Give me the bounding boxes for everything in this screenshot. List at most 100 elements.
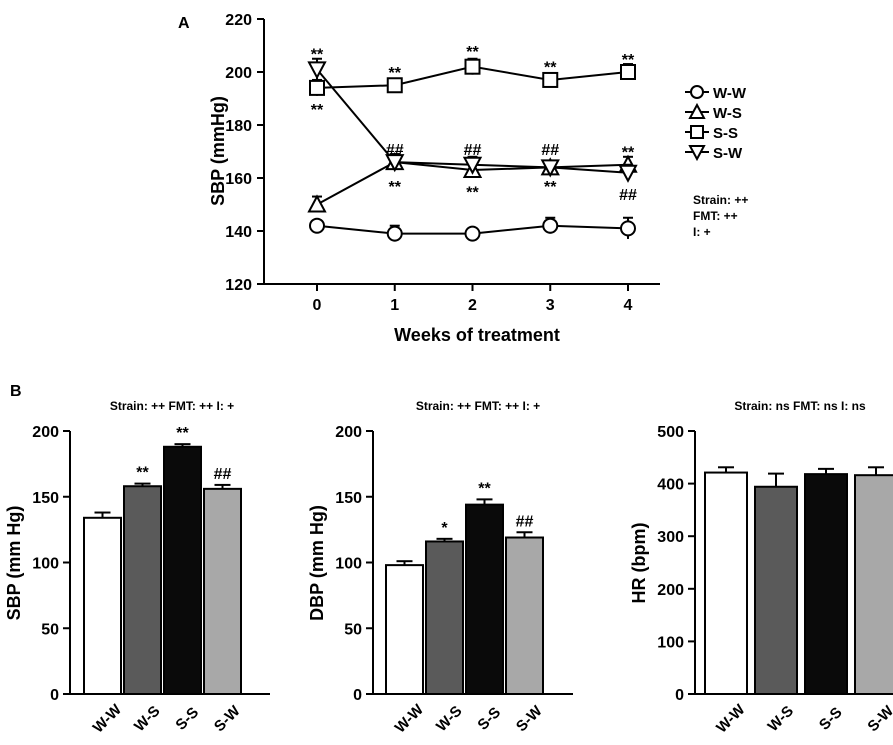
data-point <box>462 156 483 175</box>
significance-mark: ## <box>541 142 559 159</box>
bar-chart-sbp: 0 50 100 150 200 SBP (mm Hg) Strain: ++ FMT: +… <box>4 399 270 737</box>
legend-item-s-s: S-S <box>685 125 738 142</box>
y-tick-label: 120 <box>225 277 252 294</box>
bar-s-s <box>163 445 202 695</box>
x-tick-label: 2 <box>468 297 477 314</box>
bar-w-s <box>123 485 162 696</box>
y-tick-label: 140 <box>225 224 252 241</box>
bar-chart-dbp: 0 50 100 150 200 DBP (mm Hg) Strain: ++ FMT: +… <box>307 399 573 737</box>
stats-text: Strain: ++ FMT: ++ I: + <box>110 399 234 413</box>
significance-mark: ** <box>622 145 635 162</box>
line-chart-sbp-weekly: 120 140 160 180 200 220 0 1 2 3 4 Weeks of treatmen… <box>208 12 748 345</box>
y-tick-label: 50 <box>41 621 59 638</box>
legend-marker <box>690 85 704 99</box>
significance-mark: ** <box>622 52 635 69</box>
y-tick-label: 150 <box>335 490 362 507</box>
data-point <box>618 164 638 183</box>
x-tick-label: W-S <box>433 703 465 735</box>
series-s-w <box>307 57 638 183</box>
legend-item-w-w: W-W <box>685 85 747 102</box>
legend-marker <box>690 125 704 139</box>
bar-s-w <box>505 536 544 696</box>
bar-s-w <box>854 474 893 695</box>
significance-mark: ## <box>516 513 534 530</box>
significance-mark: ** <box>544 179 557 196</box>
y-tick-label: 0 <box>675 687 684 704</box>
x-tick-label: 0 <box>313 297 322 314</box>
legend-marker <box>688 145 706 162</box>
significance-mark: ** <box>136 465 149 482</box>
x-tick-label: S-W <box>513 702 546 735</box>
panel-a-label: A <box>178 15 190 32</box>
x-tick-label: 4 <box>624 297 633 314</box>
significance-mark: ** <box>544 60 557 77</box>
data-point <box>620 64 636 80</box>
bar-w-s <box>425 540 464 696</box>
legend-marker <box>688 102 706 119</box>
y-axis-label: SBP (mm Hg) <box>4 506 24 621</box>
stats-text: Strain: ++ <box>693 193 748 207</box>
data-point <box>386 77 403 94</box>
y-tick-label: 200 <box>32 424 59 441</box>
x-tick-label: S-W <box>211 702 244 735</box>
y-tick-label: 100 <box>657 634 684 651</box>
data-point <box>309 79 325 96</box>
legend-label: W-W <box>713 85 747 102</box>
y-tick-label: 100 <box>335 556 362 573</box>
legend: W-W W-S S-S S-W <box>685 85 747 162</box>
data-point <box>309 217 325 234</box>
data-point <box>464 58 481 75</box>
stats-text: I: + <box>693 225 711 239</box>
x-tick-label: S-S <box>474 704 504 734</box>
data-point <box>307 194 327 213</box>
legend-label: S-W <box>713 145 743 162</box>
y-tick-label: 200 <box>657 582 684 599</box>
significance-mark: ## <box>619 187 637 204</box>
series-s-s <box>309 57 636 96</box>
significance-mark: ## <box>464 142 482 159</box>
x-tick-label: W-S <box>765 703 797 735</box>
y-tick-label: 150 <box>32 490 59 507</box>
y-tick-label: 300 <box>657 529 684 546</box>
y-tick-label: 0 <box>353 687 362 704</box>
data-point <box>307 61 327 80</box>
stats-text: Strain: ns FMT: ns I: ns <box>734 399 866 413</box>
y-axis-label: HR (bpm) <box>629 523 649 604</box>
data-point <box>542 71 559 88</box>
significance-mark: ** <box>389 179 402 196</box>
data-point <box>386 225 403 242</box>
stats-text: FMT: ++ <box>693 209 738 223</box>
y-tick-label: 200 <box>335 424 362 441</box>
data-point <box>385 154 405 173</box>
legend-label: W-S <box>713 105 742 122</box>
y-tick-label: 0 <box>50 687 59 704</box>
y-tick-label: 500 <box>657 424 684 441</box>
bar-w-s <box>754 485 798 696</box>
significance-mark: ## <box>214 466 232 483</box>
x-axis-label: Weeks of treatment <box>394 325 560 345</box>
y-tick-label: 220 <box>225 12 252 29</box>
series-w-w <box>309 216 636 242</box>
significance-mark: ** <box>478 480 491 497</box>
bar-w-w <box>704 471 748 695</box>
x-tick-label: W-W <box>90 701 126 737</box>
x-tick-label: 1 <box>390 297 399 314</box>
significance-mark: ** <box>176 425 189 442</box>
significance-mark: ** <box>466 184 479 201</box>
y-tick-label: 50 <box>344 621 362 638</box>
bar-w-w <box>385 564 424 695</box>
x-tick-label: W-W <box>392 701 428 737</box>
y-axis-label: DBP (mm Hg) <box>307 505 327 621</box>
bar-s-s <box>804 473 848 695</box>
x-tick-label: W-S <box>131 703 163 735</box>
data-point <box>542 217 559 234</box>
significance-mark: ** <box>311 102 324 119</box>
legend-item-w-s: W-S <box>685 102 742 122</box>
bar-s-s <box>465 503 504 696</box>
bar-w-w <box>83 516 122 695</box>
significance-mark: ## <box>386 142 404 159</box>
legend-item-s-w: S-W <box>685 145 743 162</box>
significance-mark: ** <box>389 65 402 82</box>
stats-text: Strain: ++ FMT: ++ I: + <box>416 399 540 413</box>
y-tick-label: 400 <box>657 477 684 494</box>
